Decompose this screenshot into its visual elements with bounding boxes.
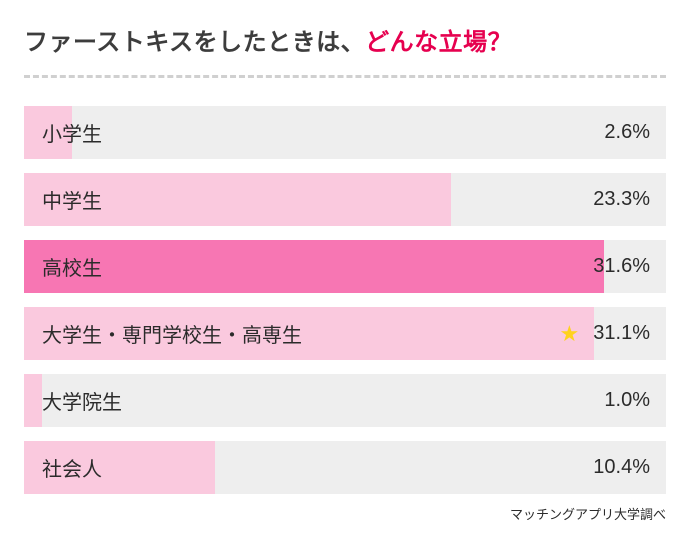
bar-value: 10.4% — [593, 456, 650, 479]
chart-title: ファーストキスをしたときは、どんな立場？ — [24, 22, 666, 57]
bar-right: ★ 31.1% — [560, 322, 650, 345]
bar-row: 大学生・専門学校生・高専生 ★ 31.1% — [24, 307, 666, 360]
bar-value: 31.6% — [593, 255, 650, 278]
bar-value: 2.6% — [604, 121, 650, 144]
bar-value: 1.0% — [604, 389, 650, 412]
bar-chart: 小学生 2.6% 中学生 23.3% 高校生 31.6% 大学生・専門学校生・高専生 ★ 31.… — [24, 106, 666, 494]
bar-label: 中学生 — [42, 185, 102, 214]
bar-content: 高校生 31.6% — [24, 240, 666, 293]
bar-label: 社会人 — [42, 453, 102, 482]
bar-label: 大学院生 — [42, 386, 122, 415]
bar-value: 31.1% — [593, 322, 650, 345]
bar-content: 社会人 10.4% — [24, 441, 666, 494]
bar-right: 2.6% — [604, 121, 650, 144]
bar-content: 中学生 23.3% — [24, 173, 666, 226]
bar-row: 高校生 31.6% — [24, 240, 666, 293]
bar-row: 大学院生 1.0% — [24, 374, 666, 427]
bar-value: 23.3% — [593, 188, 650, 211]
bar-label: 高校生 — [42, 252, 102, 281]
title-divider — [24, 75, 666, 78]
bar-label: 大学生・専門学校生・高専生 — [42, 319, 302, 348]
star-icon: ★ — [560, 323, 580, 345]
bar-row: 社会人 10.4% — [24, 441, 666, 494]
bar-content: 大学院生 1.0% — [24, 374, 666, 427]
title-accent: どんな立場？ — [365, 29, 512, 56]
bar-row: 中学生 23.3% — [24, 173, 666, 226]
bar-label: 小学生 — [42, 118, 102, 147]
bar-content: 小学生 2.6% — [24, 106, 666, 159]
bar-right: 31.6% — [593, 255, 650, 278]
bar-right: 23.3% — [593, 188, 650, 211]
title-prefix: ファーストキスをしたときは、 — [24, 29, 365, 56]
bar-right: 10.4% — [593, 456, 650, 479]
source-credit: マッチングアプリ大学調べ — [24, 504, 666, 523]
bar-right: 1.0% — [604, 389, 650, 412]
bar-row: 小学生 2.6% — [24, 106, 666, 159]
bar-content: 大学生・専門学校生・高専生 ★ 31.1% — [24, 307, 666, 360]
